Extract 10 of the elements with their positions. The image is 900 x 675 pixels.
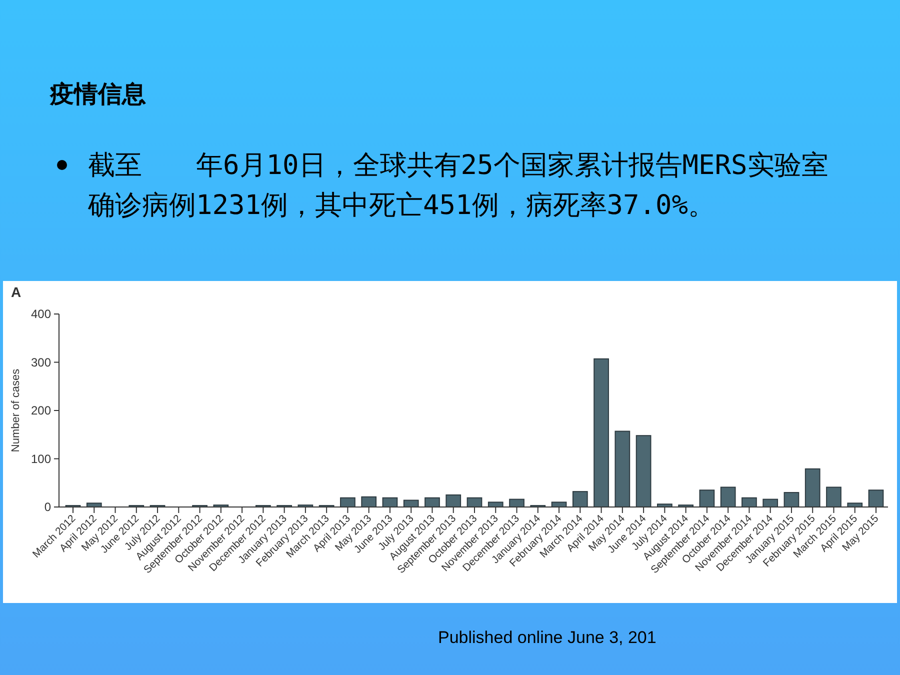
y-tick-label: 100: [30, 452, 52, 466]
text: Published online June 3, 201: [438, 628, 656, 648]
chart-title: 疫情信息: [50, 79, 146, 110]
text: A: [11, 284, 22, 300]
y-tick-label: 200: [30, 404, 52, 418]
y-tick-label: 300: [30, 355, 52, 370]
y-axis-title: Number of cases: [10, 368, 22, 452]
chart-subtitle: 截至 年6月10日，全球共有25个国家累计报告MERS实验室确诊病例1231例，其中死亡451例，病死率37.0%。: [88, 149, 830, 223]
y-tick-label: 400: [30, 307, 52, 321]
y-tick-label: 0: [44, 500, 52, 514]
